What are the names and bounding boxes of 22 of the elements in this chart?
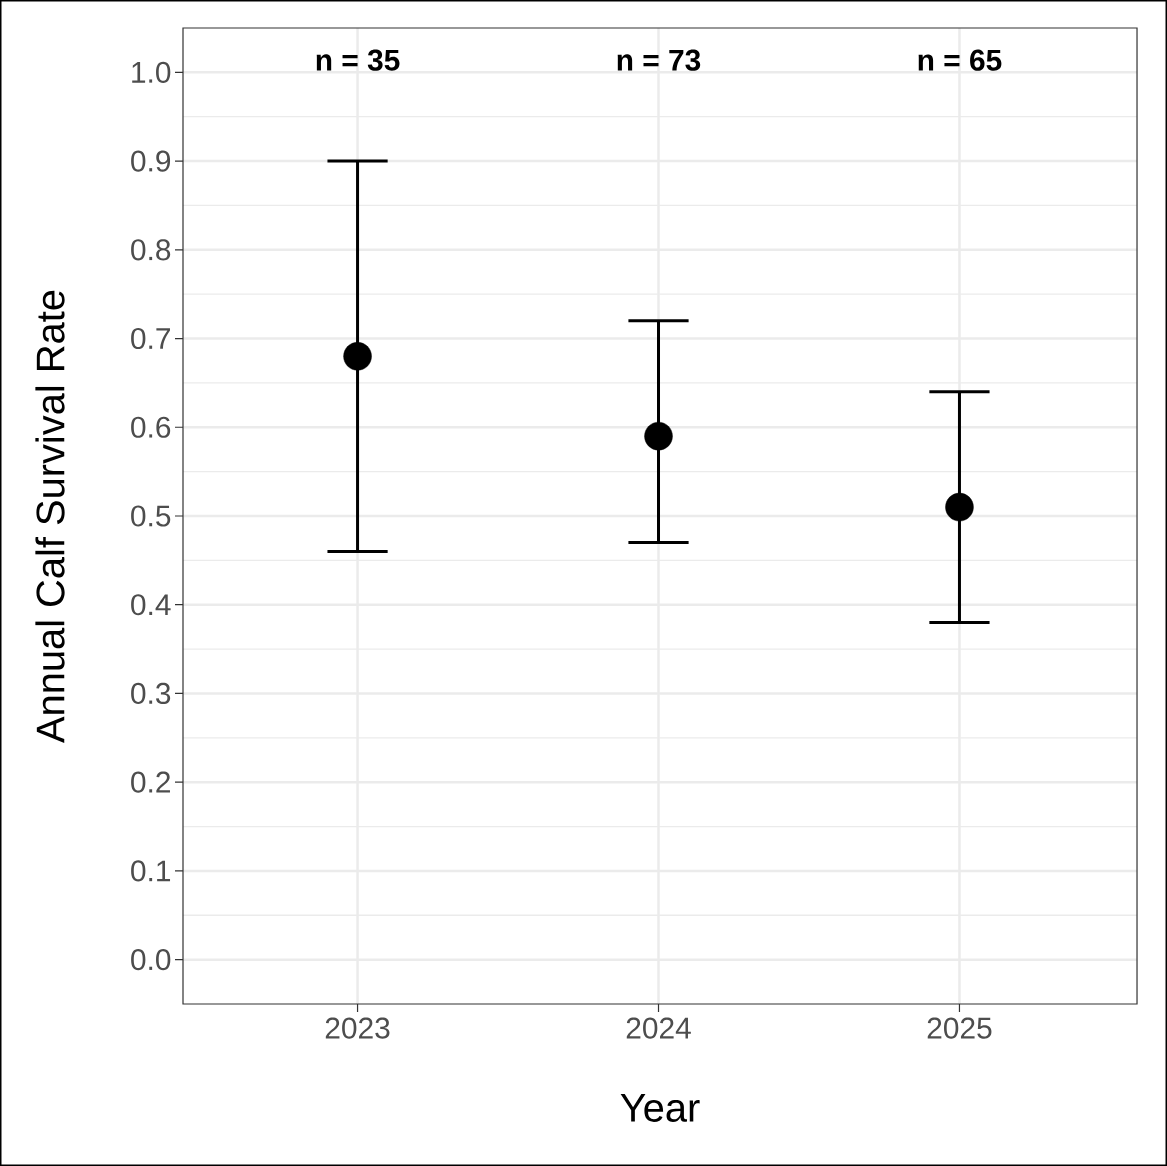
y-tick-label: 0.1 (131, 860, 171, 882)
y-tick-label: 0.0 (131, 949, 171, 971)
x-axis-title: Year (620, 1094, 700, 1122)
y-tick-label: 0.6 (131, 416, 171, 438)
y-tick-label: 0.9 (131, 150, 171, 172)
annotation: n = 65 (918, 49, 1002, 71)
x-tick-label: 2025 (927, 1017, 992, 1039)
point (644, 421, 673, 451)
y-tick-label: 0.8 (131, 239, 171, 261)
y-tick-label: 0.2 (131, 771, 170, 793)
y-axis-title: Annual Calf Survival Rate (35, 290, 65, 743)
annotation: n = 73 (617, 49, 701, 71)
y-tick-label: 1.0 (132, 61, 171, 83)
y-tick-label: 0.5 (131, 505, 171, 527)
y-tick-label: 0.7 (131, 327, 170, 350)
annotation: n = 35 (316, 49, 400, 71)
x-tick-label: 2023 (325, 1017, 390, 1039)
point (343, 342, 372, 371)
point (945, 492, 974, 522)
y-tick-label: 0.3 (131, 682, 171, 705)
x-tick-label: 2024 (626, 1017, 691, 1039)
y-tick-label: 0.4 (131, 594, 171, 616)
